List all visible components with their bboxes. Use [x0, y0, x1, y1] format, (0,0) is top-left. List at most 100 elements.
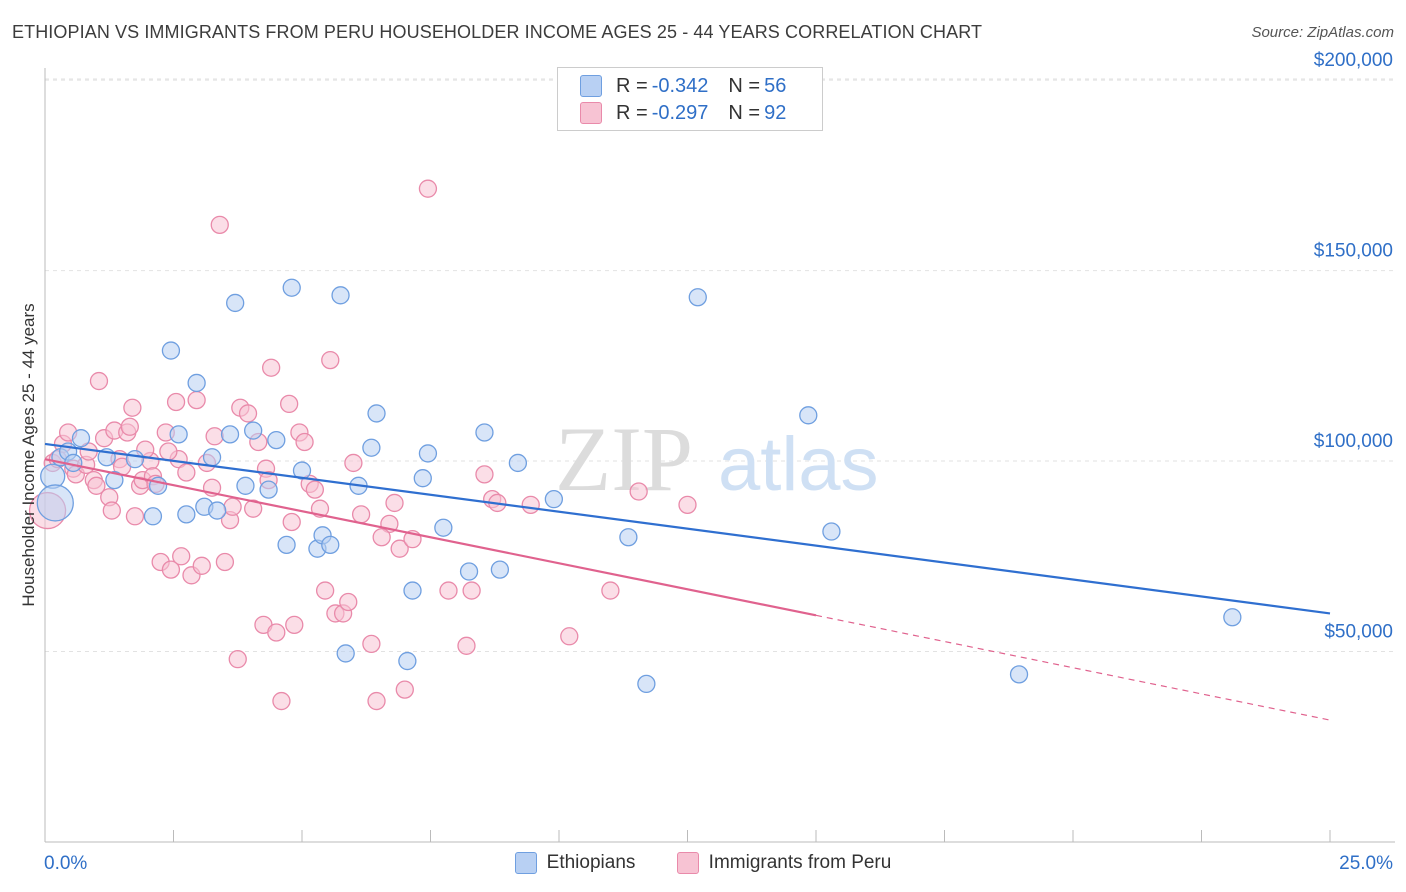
data-point-peru [285, 615, 304, 635]
r-value: -0.342 [651, 74, 709, 97]
data-point-peru [629, 482, 648, 501]
legend-label-ethiopians: Ethiopians [546, 852, 636, 873]
data-point-peru [439, 581, 458, 600]
data-point-ethiopians [619, 528, 638, 547]
correlation-row-ethiopians: R = -0.342 N = 56 [580, 73, 786, 99]
data-point-peru [123, 398, 142, 417]
data-point-peru [102, 501, 121, 520]
data-point-ethiopians [799, 406, 818, 425]
trend-line-peru [44, 458, 817, 617]
data-point-ethiopians [362, 438, 381, 457]
data-point-ethiopians [236, 476, 255, 495]
x-tick-label: 25.0% [1339, 853, 1393, 874]
data-point-ethiopians [688, 288, 707, 307]
data-point-ethiopians [277, 535, 296, 555]
data-point-peru [344, 453, 363, 473]
trend-lines [44, 442, 1331, 721]
data-point-peru [187, 390, 206, 410]
data-point-peru [418, 179, 438, 198]
data-point-peru [385, 493, 404, 513]
data-point-peru [205, 427, 224, 446]
data-point-ethiopians [403, 581, 422, 600]
data-point-ethiopians [475, 423, 494, 442]
data-point-peru [210, 215, 229, 235]
data-point-ethiopians [244, 421, 263, 440]
data-point-peru [262, 358, 281, 377]
x-tick-labels: 0.0% 25.0% [44, 853, 1393, 874]
n-label: N = [728, 101, 761, 124]
data-point-peru [372, 528, 391, 547]
data-point-ethiopians [161, 341, 181, 360]
chart-title: ETHIOPIAN VS IMMIGRANTS FROM PERU HOUSEH… [12, 22, 983, 42]
data-point-ethiopians [143, 507, 163, 526]
trend-line-peru-extrapolated [815, 614, 1331, 721]
series-legend: Ethiopians Immigrants from Peru [0, 852, 1406, 880]
data-point-peru [244, 499, 263, 518]
data-point-ethiopians [292, 461, 312, 480]
swatch-peru [580, 102, 602, 124]
data-point-peru [560, 627, 579, 646]
legend-label-peru: Immigrants from Peru [708, 852, 892, 873]
chart-source: Source: ZipAtlas.com [1251, 24, 1394, 41]
data-point-peru [161, 560, 181, 579]
data-point-ethiopians [208, 501, 227, 520]
correlation-legend: R = -0.342 N = 56 R = -0.297 N = 92 [557, 67, 823, 131]
data-point-peru [339, 592, 358, 612]
data-point-peru [279, 394, 299, 414]
data-point-peru [228, 649, 247, 669]
swatch-ethiopians [580, 75, 602, 97]
data-point-peru [87, 476, 106, 495]
legend-item-ethiopians[interactable]: Ethiopians [514, 852, 636, 874]
data-point-ethiopians [282, 278, 301, 297]
data-point-peru [351, 505, 371, 524]
data-point-peru [215, 552, 235, 572]
watermark-zip: ZIP [555, 408, 693, 510]
y-tick-label: $50,000 [1324, 622, 1393, 643]
correlation-row-peru: R = -0.297 N = 92 [580, 100, 786, 126]
watermark-atlas: atlas [718, 422, 879, 507]
y-axis-label: Householder Income Ages 25 - 44 years [19, 303, 38, 606]
series-ethiopians-points [36, 278, 1242, 694]
data-point-ethiopians [434, 518, 453, 537]
data-point-peru [238, 404, 258, 423]
data-point-peru [462, 581, 481, 600]
data-point-ethiopians [187, 373, 206, 393]
legend-swatch-ethiopians [514, 852, 537, 874]
data-point-ethiopians [544, 489, 564, 509]
data-point-ethiopians [1009, 665, 1029, 684]
data-point-ethiopians [398, 651, 417, 671]
data-point-ethiopians [336, 644, 355, 663]
data-point-peru [367, 691, 386, 711]
data-point-peru [159, 442, 178, 461]
data-point-ethiopians [177, 505, 196, 524]
data-point-ethiopians [105, 470, 124, 490]
data-point-peru [223, 497, 242, 516]
grid-lines [45, 78, 1395, 653]
data-point-peru [305, 480, 325, 499]
data-point-ethiopians [331, 286, 350, 305]
r-label: R = [616, 101, 648, 124]
data-point-ethiopians [321, 535, 340, 555]
data-point-peru [125, 507, 145, 526]
data-point-peru [89, 371, 109, 391]
data-point-ethiopians [267, 430, 286, 450]
data-point-peru [475, 465, 494, 484]
data-point-ethiopians [169, 425, 188, 444]
legend-item-peru[interactable]: Immigrants from Peru [676, 852, 892, 874]
data-point-peru [272, 691, 291, 711]
data-point-peru [521, 495, 540, 515]
data-point-ethiopians [226, 293, 245, 313]
data-point-peru [295, 432, 314, 452]
data-point-ethiopians [459, 562, 479, 581]
data-point-ethiopians [36, 484, 74, 522]
n-value: 56 [764, 74, 787, 97]
data-point-peru [321, 350, 340, 370]
y-tick-label: $150,000 [1314, 241, 1393, 262]
data-point-ethiopians [71, 429, 91, 448]
watermark: ZIP atlas [555, 408, 879, 510]
data-point-peru [395, 680, 414, 699]
n-value: 92 [764, 101, 787, 124]
r-label: R = [616, 74, 648, 97]
data-point-ethiopians [125, 449, 145, 469]
